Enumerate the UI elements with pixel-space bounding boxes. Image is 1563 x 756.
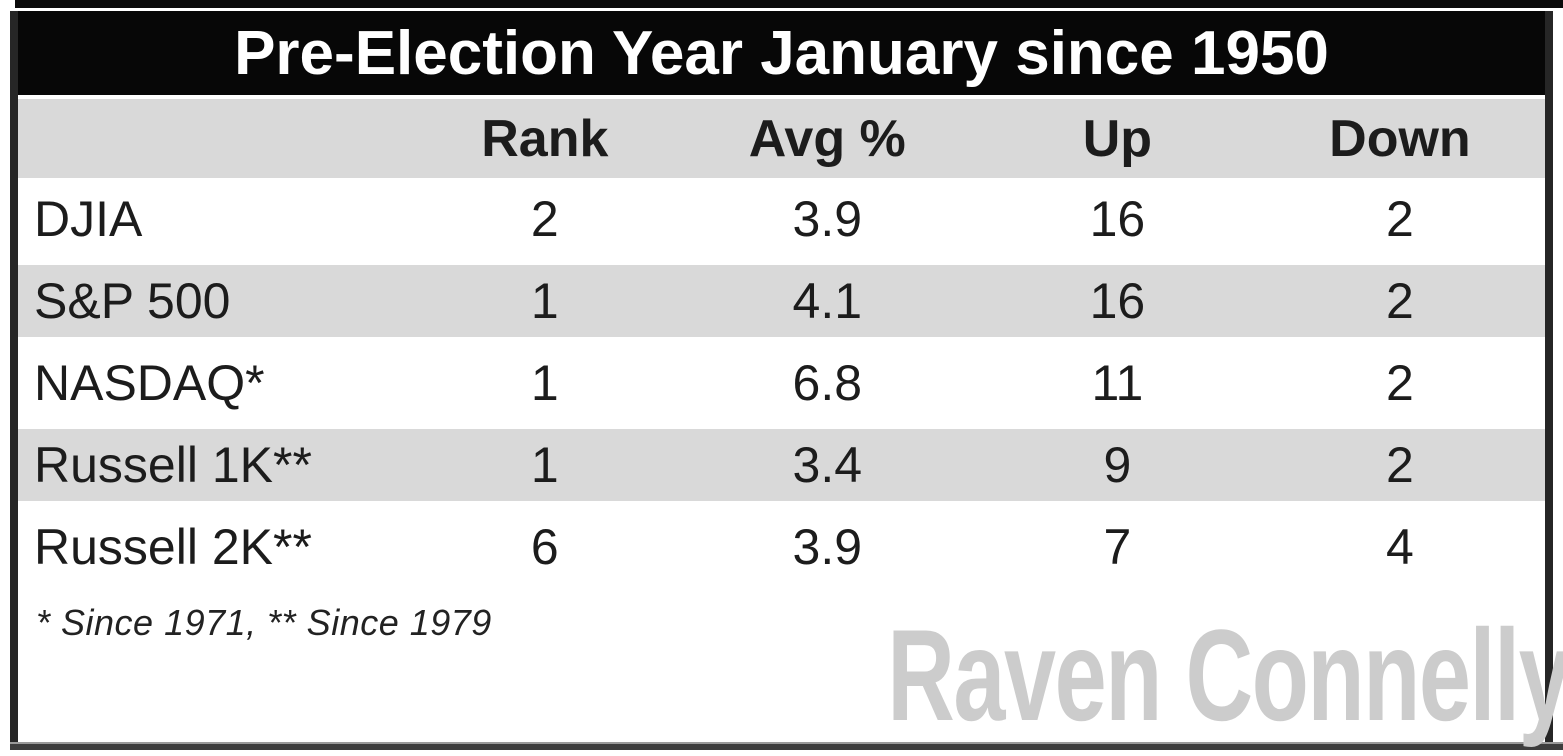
- cell-down: 2: [1386, 273, 1414, 329]
- cell-rank: 1: [530, 273, 559, 329]
- cell-rank: 1: [530, 355, 559, 411]
- cell-up: 16: [1089, 191, 1146, 247]
- cell-index-name: Russell 2K**: [34, 519, 312, 575]
- cell-up: 11: [1091, 355, 1144, 411]
- table-title: Pre-Election Year January since 1950: [18, 11, 1545, 95]
- header-up: Up: [1082, 109, 1153, 168]
- bottom-border: [10, 742, 1563, 750]
- stats-table: Pre-Election Year January since 1950 Ran…: [10, 11, 1553, 742]
- header-rank: Rank: [481, 109, 609, 168]
- cell-up: 7: [1103, 519, 1132, 575]
- header-avg-pct: Avg %: [748, 109, 906, 168]
- table-row-nasdaq: NASDAQ* 1 6.8 11 2: [18, 342, 1545, 424]
- cell-index-name: DJIA: [34, 191, 143, 247]
- table-row-sp500: S&P 500 1 4.1 16 2: [18, 260, 1545, 342]
- cell-index-name: S&P 500: [34, 273, 231, 329]
- cell-index-name: NASDAQ*: [34, 355, 265, 411]
- table-row-russell1k: Russell 1K** 1 3.4 9 2: [18, 424, 1545, 506]
- top-crop-strip: [15, 0, 1563, 8]
- cell-up: 16: [1089, 273, 1146, 329]
- cell-avg-pct: 3.9: [792, 519, 863, 575]
- cell-rank: 1: [530, 437, 559, 493]
- cell-avg-pct: 3.4: [792, 437, 863, 493]
- cell-index-name: Russell 1K**: [34, 437, 312, 493]
- footnote: * Since 1971, ** Since 1979: [36, 602, 492, 643]
- footnote-area: * Since 1971, ** Since 1979: [18, 588, 1545, 742]
- cell-avg-pct: 6.8: [792, 355, 863, 411]
- cell-up: 9: [1103, 437, 1132, 493]
- cell-avg-pct: 3.9: [792, 191, 863, 247]
- cell-rank: 6: [530, 519, 559, 575]
- table-row-russell2k: Russell 2K** 6 3.9 7 4: [18, 506, 1545, 588]
- cell-down: 2: [1386, 355, 1414, 411]
- cell-avg-pct: 4.1: [792, 273, 863, 329]
- header-down: Down: [1329, 109, 1471, 168]
- table-header-row: Rank Avg % Up Down: [18, 99, 1545, 178]
- table-row-djia: DJIA 2 3.9 16 2: [18, 178, 1545, 260]
- cell-down: 2: [1386, 191, 1414, 247]
- watermark: Raven Connelly: [886, 602, 1563, 748]
- title-divider: [18, 95, 1545, 99]
- cell-down: 2: [1386, 437, 1414, 493]
- cell-rank: 2: [530, 191, 559, 247]
- cell-down: 4: [1386, 519, 1414, 575]
